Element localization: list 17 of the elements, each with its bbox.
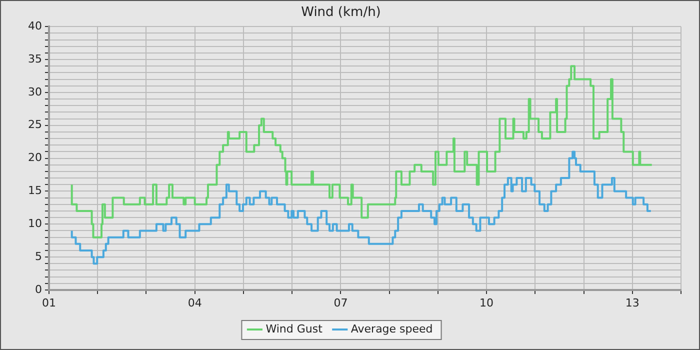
y-tick-label: 0 [35,282,42,296]
y-tick-label: 30 [28,85,42,98]
x-tick-label: 07 [334,296,348,310]
y-tick-label: 10 [28,217,42,230]
x-tick-label: 04 [188,296,202,310]
x-tick-label: 01 [42,296,56,310]
y-tick-label: 5 [35,250,42,263]
y-tick-label: 25 [28,118,42,132]
legend-label: Wind Gust [266,322,324,336]
y-tick-label: 40 [28,19,42,32]
y-tick-label: 20 [28,151,42,164]
x-tick-label: 13 [625,296,640,310]
legend-label: Average speed [350,322,433,336]
x-tick-label: 10 [480,296,494,310]
y-tick-label: 15 [28,184,42,198]
chart-title: Wind (km/h) [301,5,381,20]
y-tick-label: 35 [28,52,42,66]
